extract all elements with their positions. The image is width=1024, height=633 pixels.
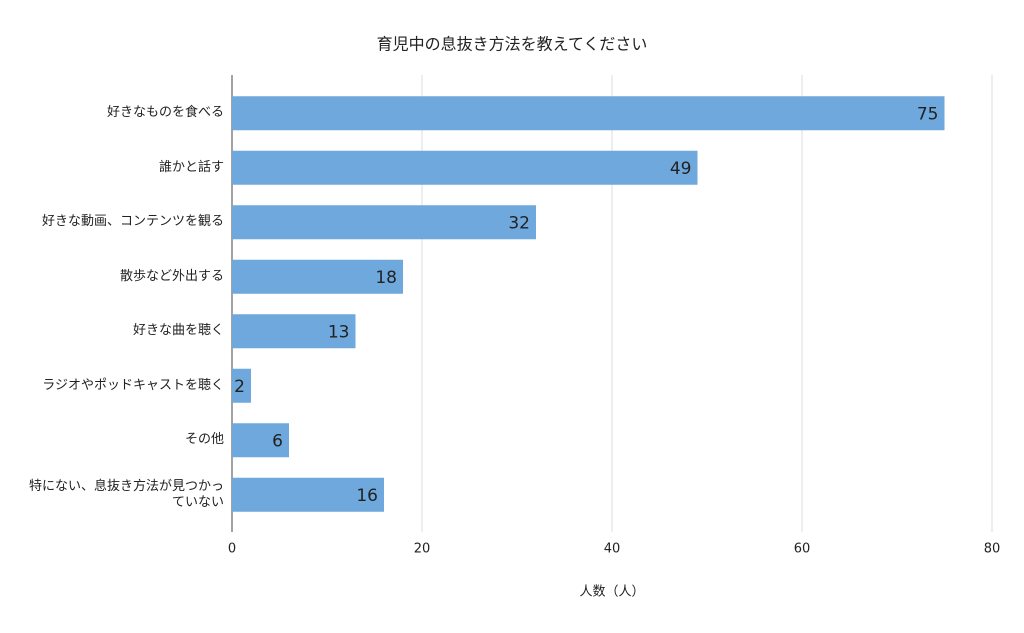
value-label: 2 bbox=[234, 377, 245, 397]
category-text: 好きな曲を聴く bbox=[132, 323, 224, 339]
x-tick-label: 40 bbox=[604, 542, 621, 557]
x-tick-label: 60 bbox=[794, 542, 811, 557]
x-tick-label: 20 bbox=[414, 542, 431, 557]
bar bbox=[232, 205, 536, 240]
value-label: 16 bbox=[356, 486, 378, 506]
category-label: 誰かと話す bbox=[20, 148, 224, 188]
category-text: その他 bbox=[184, 432, 224, 448]
category-label: 好きな曲を聴く bbox=[20, 311, 224, 351]
category-text: ラジオやポッドキャストを聴く bbox=[42, 377, 224, 393]
bar bbox=[232, 96, 945, 131]
value-label: 49 bbox=[670, 159, 692, 179]
bar bbox=[232, 314, 356, 349]
category-label: 散歩など外出する bbox=[20, 257, 224, 297]
bar bbox=[232, 368, 251, 403]
bar bbox=[232, 150, 698, 185]
category-label: 好きなものを食べる bbox=[20, 93, 224, 133]
category-label: その他 bbox=[20, 420, 224, 460]
category-text: 好きな動画、コンテンツを観る bbox=[41, 214, 224, 230]
value-label: 13 bbox=[328, 322, 350, 342]
category-text: 散歩など外出する bbox=[119, 268, 224, 284]
category-text: 好きなものを食べる bbox=[106, 105, 224, 121]
bar bbox=[232, 259, 403, 294]
category-label: ラジオやポッドキャストを聴く bbox=[20, 366, 224, 406]
bar bbox=[232, 477, 384, 512]
category-label: 特にない、息抜き方法が見つかっていない bbox=[20, 475, 224, 515]
value-label: 18 bbox=[375, 268, 397, 288]
value-label: 32 bbox=[508, 213, 530, 233]
category-text: 特にない、息抜き方法が見つかっていない bbox=[28, 478, 224, 510]
category-text: 誰かと話す bbox=[158, 159, 224, 175]
chart-title: 育児中の息抜き方法を教えてください bbox=[377, 35, 648, 54]
value-label: 75 bbox=[917, 104, 939, 124]
category-label: 好きな動画、コンテンツを観る bbox=[20, 202, 224, 242]
x-tick-label: 0 bbox=[228, 542, 236, 557]
bar bbox=[232, 423, 289, 458]
value-label: 6 bbox=[272, 431, 283, 451]
x-tick-label: 80 bbox=[984, 542, 1001, 557]
x-axis-label: 人数（人） bbox=[579, 585, 644, 600]
